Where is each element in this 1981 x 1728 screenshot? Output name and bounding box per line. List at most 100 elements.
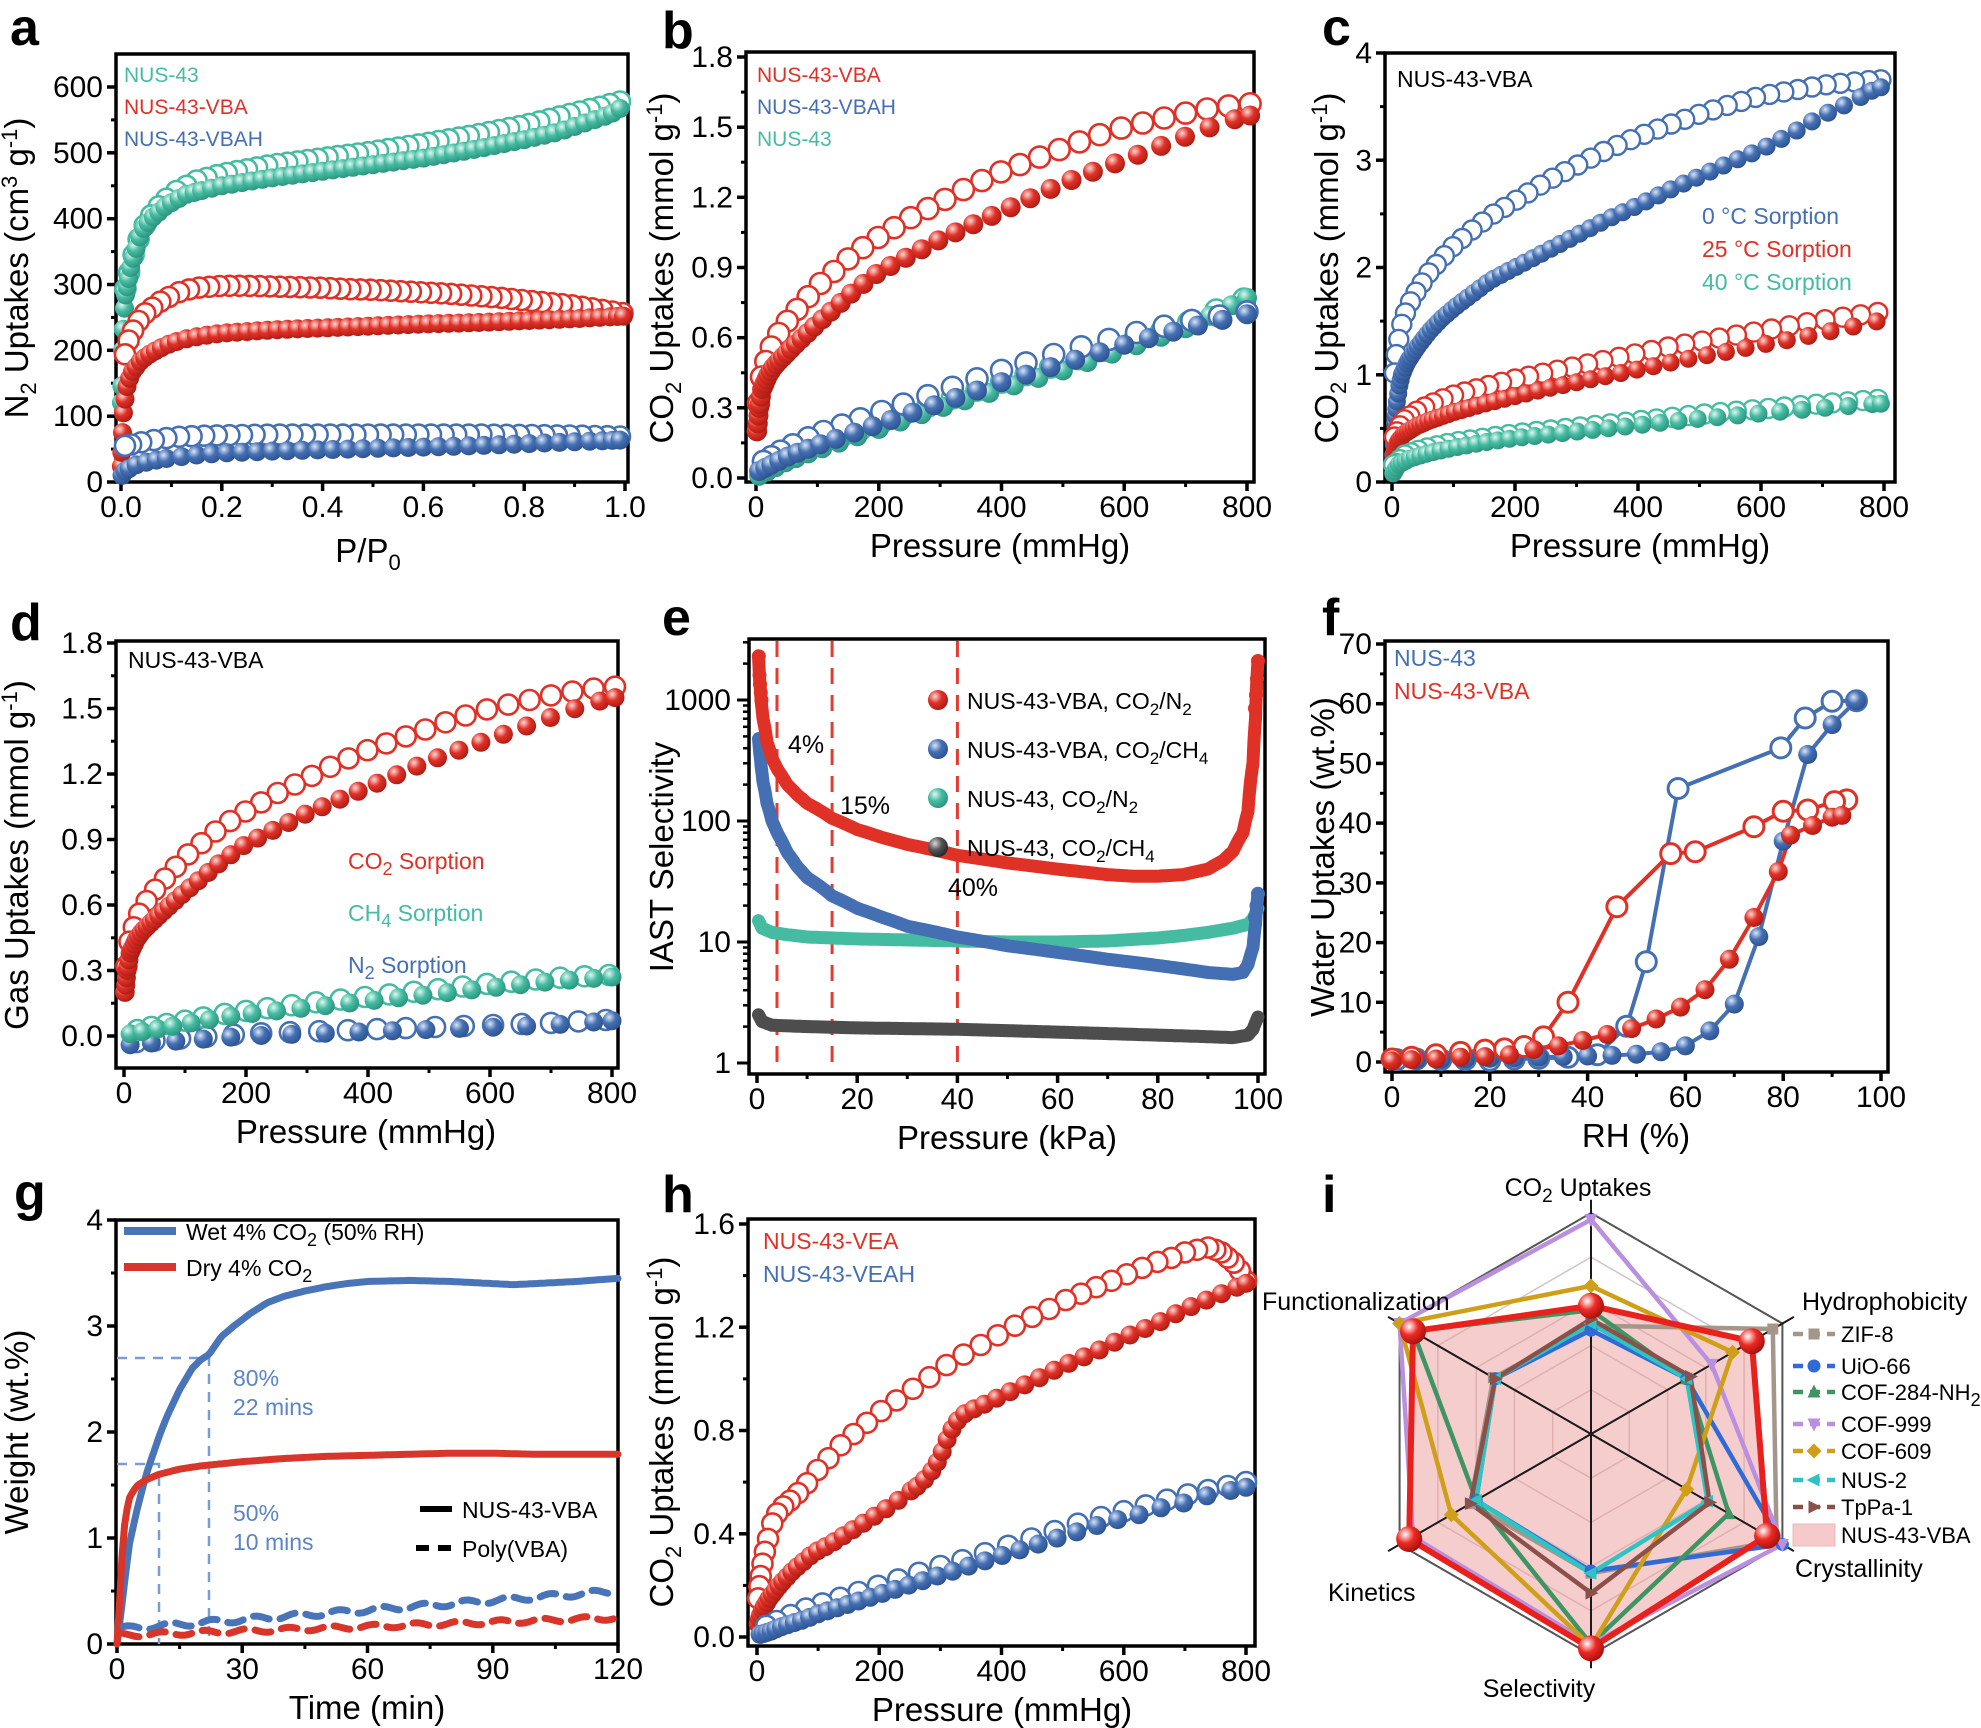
svg-text:400: 400 — [976, 1655, 1026, 1688]
svg-text:ZIF-8: ZIF-8 — [1841, 1322, 1894, 1347]
svg-text:0: 0 — [116, 1077, 133, 1110]
svg-text:80: 80 — [1767, 1081, 1800, 1114]
svg-text:Gas Uptakes (mmol g-1​): Gas Uptakes (mmol g-1​) — [0, 680, 35, 1030]
svg-text:70: 70 — [1339, 628, 1372, 661]
svg-text:1.5: 1.5 — [61, 693, 103, 726]
svg-text:30: 30 — [1339, 867, 1372, 900]
svg-text:NUS-43, CO2​/CH4​: NUS-43, CO2​/CH4​ — [967, 835, 1155, 866]
svg-text:NUS-43-VBA: NUS-43-VBA — [757, 64, 881, 87]
svg-text:15%: 15% — [840, 792, 890, 820]
svg-text:0.6: 0.6 — [691, 322, 733, 355]
svg-text:UiO-66: UiO-66 — [1841, 1354, 1911, 1379]
svg-text:1.5: 1.5 — [691, 111, 733, 144]
svg-text:h: h — [662, 1166, 694, 1224]
svg-text:N2​ Uptakes (cm3​ g-1​): N2​ Uptakes (cm3​ g-1​) — [0, 118, 41, 419]
svg-text:Water Uptakes (wt.%): Water Uptakes (wt.%) — [1304, 697, 1341, 1017]
svg-text:100: 100 — [681, 805, 731, 838]
svg-text:20: 20 — [1339, 927, 1372, 960]
svg-text:NUS-2: NUS-2 — [1841, 1468, 1907, 1493]
svg-text:40%: 40% — [948, 874, 998, 902]
svg-text:400: 400 — [1613, 491, 1663, 524]
svg-text:60: 60 — [1669, 1081, 1702, 1114]
svg-text:NUS-43-VBA: NUS-43-VBA — [128, 647, 264, 673]
svg-text:Pressure (kPa): Pressure (kPa) — [897, 1119, 1117, 1156]
svg-text:60: 60 — [351, 1653, 384, 1686]
svg-text:Wet 4% CO2​ (50% RH): Wet 4% CO2​ (50% RH) — [186, 1219, 424, 1250]
svg-text:a: a — [10, 0, 40, 57]
svg-text:200: 200 — [854, 1655, 904, 1688]
svg-text:40: 40 — [1339, 807, 1372, 840]
svg-text:800: 800 — [587, 1077, 637, 1110]
svg-text:Time (min): Time (min) — [289, 1689, 445, 1726]
svg-text:10: 10 — [1339, 986, 1372, 1019]
svg-text:10: 10 — [698, 926, 731, 959]
svg-text:NUS-43: NUS-43 — [1394, 645, 1476, 671]
svg-text:b: b — [662, 2, 694, 60]
svg-text:NUS-43-VBA: NUS-43-VBA — [1397, 66, 1533, 92]
svg-text:600: 600 — [53, 71, 103, 104]
svg-text:1.2: 1.2 — [693, 1311, 735, 1344]
svg-text:0.4: 0.4 — [693, 1518, 735, 1551]
svg-text:Crystallinity: Crystallinity — [1795, 1555, 1923, 1583]
svg-text:NUS-43-VBA: NUS-43-VBA — [124, 96, 248, 119]
svg-text:0: 0 — [1355, 466, 1372, 499]
svg-text:0: 0 — [86, 1628, 103, 1661]
svg-text:0.0: 0.0 — [691, 462, 733, 495]
svg-text:40: 40 — [1571, 1081, 1604, 1114]
svg-text:80: 80 — [1141, 1083, 1174, 1116]
svg-text:NUS-43-VBAH: NUS-43-VBAH — [757, 96, 896, 119]
svg-text:CH4​ Sorption: CH4​ Sorption — [348, 900, 483, 931]
svg-text:500: 500 — [53, 137, 103, 170]
svg-text:1: 1 — [86, 1522, 103, 1555]
svg-text:0.9: 0.9 — [61, 824, 103, 857]
svg-text:40: 40 — [941, 1083, 974, 1116]
svg-text:COF-609: COF-609 — [1841, 1439, 1931, 1464]
svg-text:f: f — [1322, 589, 1340, 647]
svg-text:0.8: 0.8 — [693, 1415, 735, 1448]
svg-text:300: 300 — [53, 269, 103, 302]
svg-text:3: 3 — [86, 1310, 103, 1343]
svg-text:0.0: 0.0 — [100, 491, 142, 524]
svg-text:4: 4 — [1355, 37, 1372, 70]
svg-text:400: 400 — [343, 1077, 393, 1110]
svg-text:Kinetics: Kinetics — [1328, 1579, 1416, 1607]
svg-text:0.3: 0.3 — [691, 392, 733, 425]
svg-text:1000: 1000 — [664, 684, 731, 717]
svg-text:400: 400 — [976, 491, 1026, 524]
svg-text:NUS-43-VBA: NUS-43-VBA — [1394, 678, 1530, 704]
svg-text:50%: 50% — [233, 1500, 279, 1526]
svg-text:0.9: 0.9 — [691, 252, 733, 285]
svg-text:1.2: 1.2 — [691, 181, 733, 214]
svg-text:NUS-43: NUS-43 — [124, 64, 199, 87]
svg-text:1.0: 1.0 — [604, 491, 646, 524]
svg-text:20: 20 — [1473, 1081, 1506, 1114]
svg-text:1.8: 1.8 — [61, 627, 103, 660]
svg-text:600: 600 — [465, 1077, 515, 1110]
svg-text:1: 1 — [714, 1047, 731, 1080]
svg-text:25 °C Sorption: 25 °C Sorption — [1702, 236, 1852, 262]
svg-text:0: 0 — [749, 1655, 766, 1688]
svg-text:800: 800 — [1859, 491, 1909, 524]
svg-text:100: 100 — [1856, 1081, 1906, 1114]
svg-text:RH (%): RH (%) — [1582, 1117, 1690, 1154]
svg-text:P/P0​: P/P0​ — [335, 532, 400, 575]
svg-text:c: c — [1322, 0, 1351, 57]
svg-text:NUS-43-VEA: NUS-43-VEA — [763, 1228, 899, 1254]
svg-text:0: 0 — [1355, 1046, 1372, 1079]
svg-text:200: 200 — [1490, 491, 1540, 524]
svg-text:NUS-43-VBA: NUS-43-VBA — [1841, 1523, 1971, 1548]
svg-text:Poly(VBA): Poly(VBA) — [462, 1536, 568, 1562]
svg-text:Selectivity: Selectivity — [1483, 1675, 1596, 1703]
svg-text:i: i — [1322, 1166, 1336, 1224]
svg-text:60: 60 — [1339, 688, 1372, 721]
svg-text:0: 0 — [749, 1083, 766, 1116]
svg-text:40 °C Sorption: 40 °C Sorption — [1702, 269, 1852, 295]
svg-text:NUS-43-VBA, CO2​/CH4​: NUS-43-VBA, CO2​/CH4​ — [967, 737, 1208, 768]
svg-text:d: d — [10, 594, 42, 652]
svg-text:600: 600 — [1099, 1655, 1149, 1688]
svg-text:1.6: 1.6 — [693, 1208, 735, 1241]
svg-text:0: 0 — [109, 1653, 126, 1686]
svg-text:Pressure (mmHg): Pressure (mmHg) — [872, 1691, 1132, 1728]
svg-text:Pressure (mmHg): Pressure (mmHg) — [1510, 527, 1770, 564]
svg-text:0.4: 0.4 — [302, 491, 344, 524]
